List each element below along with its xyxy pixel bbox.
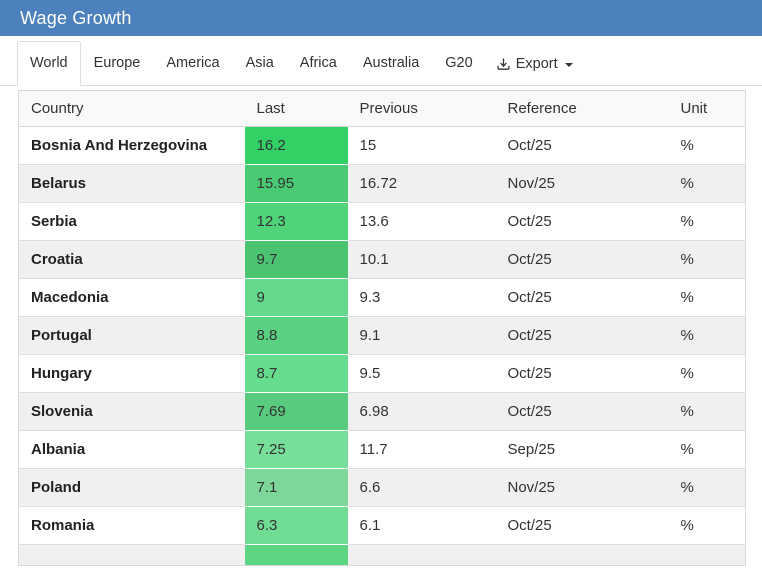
last-value-cell bbox=[244, 544, 348, 566]
previous-cell: 6.98 bbox=[347, 392, 496, 431]
table-row[interactable]: Bosnia And Herzegovina 16.2 15 Oct/25 % bbox=[19, 126, 746, 165]
reference-cell: Oct/25 bbox=[495, 392, 669, 431]
last-value-cell: 7.1 bbox=[244, 468, 348, 507]
previous-cell: 9.3 bbox=[347, 278, 496, 317]
last-value-cell: 12.3 bbox=[244, 202, 348, 241]
previous-cell: 10.1 bbox=[347, 240, 496, 279]
tab-africa[interactable]: Africa bbox=[299, 55, 337, 71]
reference-cell: Oct/25 bbox=[495, 316, 669, 355]
tab-europe[interactable]: Europe bbox=[93, 55, 141, 71]
table-row[interactable]: Poland 7.1 6.6 Nov/25 % bbox=[18, 468, 746, 507]
reference-cell: Oct/25 bbox=[495, 506, 669, 545]
country-cell[interactable]: Belarus bbox=[18, 164, 245, 203]
tab-world[interactable]: World bbox=[17, 41, 81, 86]
reference-cell: Oct/25 bbox=[495, 202, 669, 241]
previous-cell bbox=[347, 544, 496, 566]
last-value-cell: 6.3 bbox=[244, 506, 348, 545]
column-header-last[interactable]: Last bbox=[244, 90, 348, 127]
previous-cell: 6.1 bbox=[347, 506, 496, 545]
country-cell[interactable]: Poland bbox=[18, 468, 245, 507]
unit-cell: % bbox=[668, 354, 746, 393]
reference-cell: Oct/25 bbox=[495, 354, 669, 393]
last-value-cell: 8.7 bbox=[244, 354, 348, 393]
reference-cell: Oct/25 bbox=[495, 240, 669, 279]
last-value-cell: 15.95 bbox=[244, 164, 348, 203]
last-value-cell: 7.69 bbox=[244, 392, 348, 431]
previous-cell: 9.5 bbox=[347, 354, 496, 393]
country-cell[interactable]: Serbia bbox=[18, 202, 245, 241]
unit-cell: % bbox=[668, 430, 746, 469]
previous-cell: 9.1 bbox=[347, 316, 496, 355]
unit-cell bbox=[668, 544, 746, 566]
unit-cell: % bbox=[668, 278, 746, 317]
previous-cell: 15 bbox=[359, 137, 377, 154]
wage-growth-table-container: Country Last Previous Reference Unit Bos… bbox=[18, 90, 746, 566]
page-title: Wage Growth bbox=[20, 7, 132, 28]
last-value-cell: 16.2 bbox=[244, 126, 348, 165]
reference-cell: Nov/25 bbox=[495, 164, 669, 203]
country-cell[interactable]: Bosnia And Herzegovina bbox=[31, 137, 208, 154]
country-cell[interactable]: Macedonia bbox=[18, 278, 245, 317]
table-row-partial[interactable] bbox=[18, 544, 746, 566]
unit-cell: % bbox=[668, 506, 746, 545]
last-value-cell: 9.7 bbox=[244, 240, 348, 279]
export-label: Export bbox=[515, 56, 558, 72]
tab-australia[interactable]: Australia bbox=[362, 55, 420, 71]
unit-cell: % bbox=[668, 468, 746, 507]
table-row[interactable]: Romania 6.3 6.1 Oct/25 % bbox=[18, 506, 746, 545]
reference-cell: Oct/25 bbox=[495, 278, 669, 317]
table-row[interactable]: Portugal 8.8 9.1 Oct/25 % bbox=[18, 316, 746, 355]
unit-cell: % bbox=[668, 202, 746, 241]
reference-cell: Nov/25 bbox=[495, 468, 669, 507]
table-row[interactable]: Croatia 9.7 10.1 Oct/25 % bbox=[18, 240, 746, 279]
wage-growth-table: Country Last Previous Reference Unit Bos… bbox=[18, 90, 746, 566]
column-header-previous[interactable]: Previous bbox=[347, 90, 496, 127]
table-row[interactable]: Belarus 15.95 16.72 Nov/25 % bbox=[18, 164, 746, 203]
tab-g20[interactable]: G20 bbox=[445, 55, 473, 71]
unit-cell: % bbox=[668, 316, 746, 355]
tab-america[interactable]: America bbox=[166, 55, 220, 71]
caret-down-icon bbox=[564, 63, 573, 67]
last-value-cell: 7.25 bbox=[244, 430, 348, 469]
tab-asia[interactable]: Asia bbox=[245, 55, 274, 71]
country-cell[interactable]: Albania bbox=[18, 430, 245, 469]
table-row[interactable]: Albania 7.25 11.7 Sep/25 % bbox=[18, 430, 746, 469]
last-value-cell: 9 bbox=[244, 278, 348, 317]
table-row[interactable]: Macedonia 9 9.3 Oct/25 % bbox=[18, 278, 746, 317]
tab-list: World Europe America Asia Africa Austral… bbox=[17, 41, 486, 86]
panel-titlebar: Wage Growth bbox=[0, 0, 762, 36]
column-header-unit[interactable]: Unit bbox=[668, 90, 746, 127]
unit-cell: % bbox=[680, 137, 694, 154]
country-cell[interactable]: Croatia bbox=[18, 240, 245, 279]
previous-cell: 13.6 bbox=[347, 202, 496, 241]
reference-cell: Sep/25 bbox=[495, 430, 669, 469]
reference-cell bbox=[495, 544, 669, 566]
previous-cell: 16.72 bbox=[347, 164, 496, 203]
country-cell[interactable]: Slovenia bbox=[18, 392, 245, 431]
country-cell[interactable]: Portugal bbox=[18, 316, 245, 355]
country-cell[interactable]: Romania bbox=[18, 506, 245, 545]
table-row[interactable]: Hungary 8.7 9.5 Oct/25 % bbox=[18, 354, 746, 393]
unit-cell: % bbox=[668, 240, 746, 279]
country-cell[interactable]: Hungary bbox=[18, 354, 245, 393]
unit-cell: % bbox=[668, 164, 746, 203]
unit-cell: % bbox=[668, 392, 746, 431]
download-icon bbox=[496, 57, 511, 72]
table-row[interactable]: Slovenia 7.69 6.98 Oct/25 % bbox=[18, 392, 746, 431]
country-cell bbox=[18, 544, 245, 566]
column-header-reference[interactable]: Reference bbox=[495, 90, 669, 127]
reference-cell: Oct/25 bbox=[507, 137, 552, 154]
region-tabbar: World Europe America Asia Africa Austral… bbox=[0, 36, 762, 86]
export-button[interactable]: Export bbox=[486, 43, 583, 86]
previous-cell: 11.7 bbox=[347, 430, 496, 469]
table-row[interactable]: Serbia 12.3 13.6 Oct/25 % bbox=[18, 202, 746, 241]
last-value-cell: 8.8 bbox=[244, 316, 348, 355]
table-header: Country Last Previous Reference Unit bbox=[18, 90, 746, 127]
column-header-country[interactable]: Country bbox=[18, 90, 245, 127]
previous-cell: 6.6 bbox=[347, 468, 496, 507]
